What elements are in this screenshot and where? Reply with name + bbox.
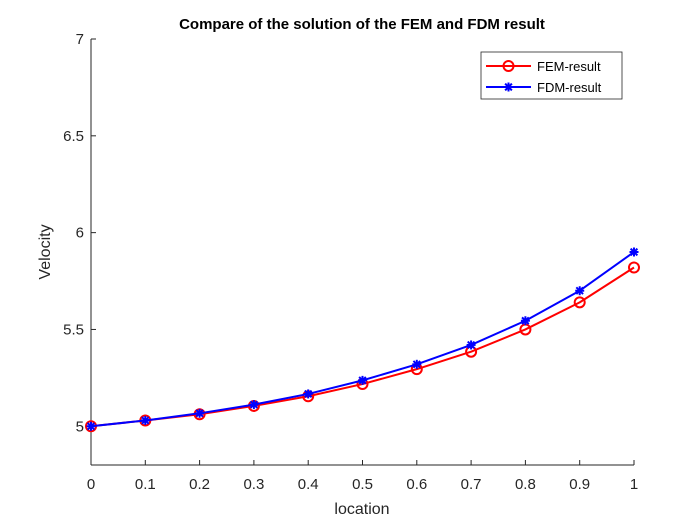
data-point-fdm-result: [195, 408, 205, 418]
x-tick-label: 0.3: [243, 476, 264, 493]
x-tick-label: 0: [87, 476, 95, 493]
y-tick-label: 5: [76, 418, 84, 435]
legend-entries: FEM-result FDM-result: [486, 59, 602, 95]
x-axis-label: location: [334, 501, 389, 518]
data-point-fem-result: [628, 261, 640, 274]
data-point-fem-result: [573, 296, 586, 309]
data-point-fdm-result: [140, 415, 150, 425]
data-point-fdm-result: [358, 375, 367, 385]
data-point-fdm-result: [466, 340, 476, 350]
data-point-fdm-result: [303, 389, 313, 399]
y-tick-label: 6.5: [63, 128, 84, 145]
legend-label-fem-result: FEM-result: [537, 59, 601, 74]
y-ticks: 5 5.5 6 6.5 7: [63, 31, 96, 435]
data-point-fdm-result: [520, 316, 530, 326]
x-tick-label: 0.1: [135, 476, 156, 493]
legend-marker-fem-result: [502, 60, 515, 72]
x-tick-label: 0.5: [352, 476, 373, 493]
data-point-fdm-result: [575, 286, 585, 296]
x-tick-label: 0.9: [569, 476, 590, 493]
y-tick-label: 6: [76, 225, 84, 242]
series-layer: [85, 247, 640, 433]
chart-title: Compare of the solution of the FEM and F…: [179, 16, 545, 33]
legend-marker-fdm-result: [504, 82, 513, 92]
x-tick-label: 0.2: [189, 476, 210, 493]
y-tick-label: 5.5: [63, 321, 84, 338]
legend-label-fdm-result: FDM-result: [537, 80, 602, 95]
data-point-fdm-result: [629, 247, 639, 257]
x-tick-label: 0.4: [298, 476, 319, 493]
plot-area: [91, 39, 634, 465]
x-tick-label: 1: [630, 476, 638, 493]
y-tick-label: 7: [76, 31, 84, 48]
data-point-fdm-result: [86, 421, 96, 431]
y-axis-label: Velocity: [37, 224, 54, 279]
x-tick-label: 0.6: [406, 476, 427, 493]
legend-box: [480, 51, 623, 100]
legend: FEM-result FDM-result: [480, 51, 623, 100]
x-tick-label: 0.7: [461, 476, 482, 493]
x-tick-label: 0.8: [515, 476, 536, 493]
x-ticks: 0 0.1 0.2 0.3 0.4 0.5 0.6 0.7 0.8 0.9 1: [87, 460, 638, 493]
data-point-fdm-result: [412, 359, 422, 369]
data-point-fdm-result: [249, 400, 259, 410]
